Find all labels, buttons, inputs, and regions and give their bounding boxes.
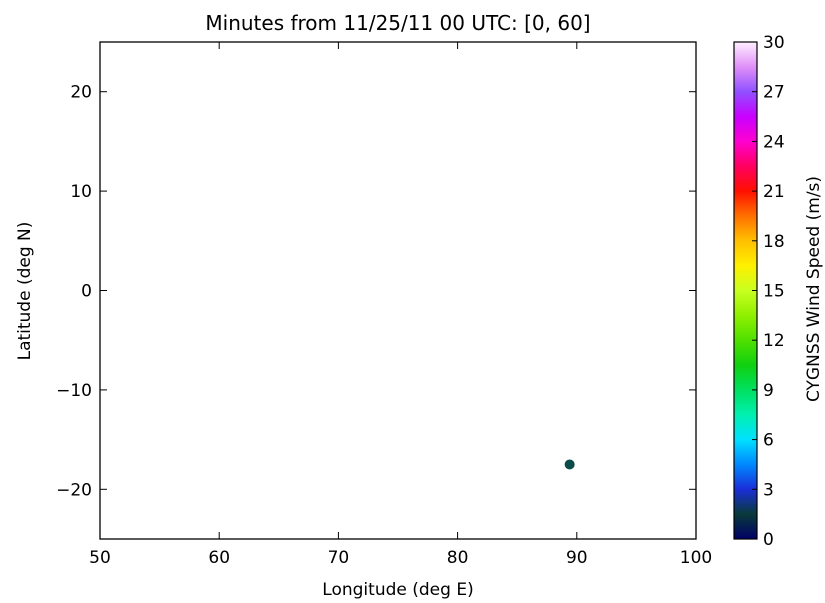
x-tick-label: 100 bbox=[680, 548, 712, 568]
x-tick-label: 80 bbox=[447, 548, 469, 568]
x-tick-label: 90 bbox=[566, 548, 588, 568]
colorbar-tick-label: 30 bbox=[763, 33, 785, 53]
chart-title: Minutes from 11/25/11 00 UTC: [0, 60] bbox=[205, 11, 590, 35]
colorbar-tick-label: 15 bbox=[763, 282, 785, 302]
y-tick-label: 0 bbox=[81, 282, 92, 302]
x-tick-label: 70 bbox=[328, 548, 350, 568]
x-axis-label: Longitude (deg E) bbox=[322, 580, 473, 600]
colorbar-tick-label: 24 bbox=[763, 132, 785, 152]
colorbar-label: CYGNSS Wind Speed (m/s) bbox=[804, 176, 824, 402]
colorbar-tick-label: 18 bbox=[763, 232, 785, 252]
colorbar-gradient bbox=[734, 42, 757, 539]
scatter-point bbox=[564, 459, 575, 470]
colorbar: 0 3 6 9 12 15 18 21 24 27 30 bbox=[733, 33, 785, 550]
colorbar-tick-label: 0 bbox=[763, 530, 774, 550]
colorbar-tick-label: 9 bbox=[763, 381, 774, 401]
axes-frame bbox=[99, 41, 697, 540]
y-tick-label: 10 bbox=[70, 182, 92, 202]
x-tick-label: 50 bbox=[89, 548, 111, 568]
x-tick-label: 60 bbox=[208, 548, 230, 568]
colorbar-tick-label: 27 bbox=[763, 83, 785, 103]
colorbar-tick-label: 21 bbox=[763, 182, 785, 202]
y-tick-label: −10 bbox=[56, 381, 92, 401]
colorbar-tick-label: 3 bbox=[763, 480, 774, 500]
y-tick-label: 20 bbox=[70, 83, 92, 103]
plot-area: 50 60 70 80 90 100 −20 −10 0 10 20 bbox=[56, 41, 712, 568]
colorbar-tick-label: 6 bbox=[763, 431, 774, 451]
y-tick-label: −20 bbox=[56, 480, 92, 500]
y-axis-label: Latitude (deg N) bbox=[15, 222, 35, 361]
colorbar-tick-label: 12 bbox=[763, 331, 785, 351]
